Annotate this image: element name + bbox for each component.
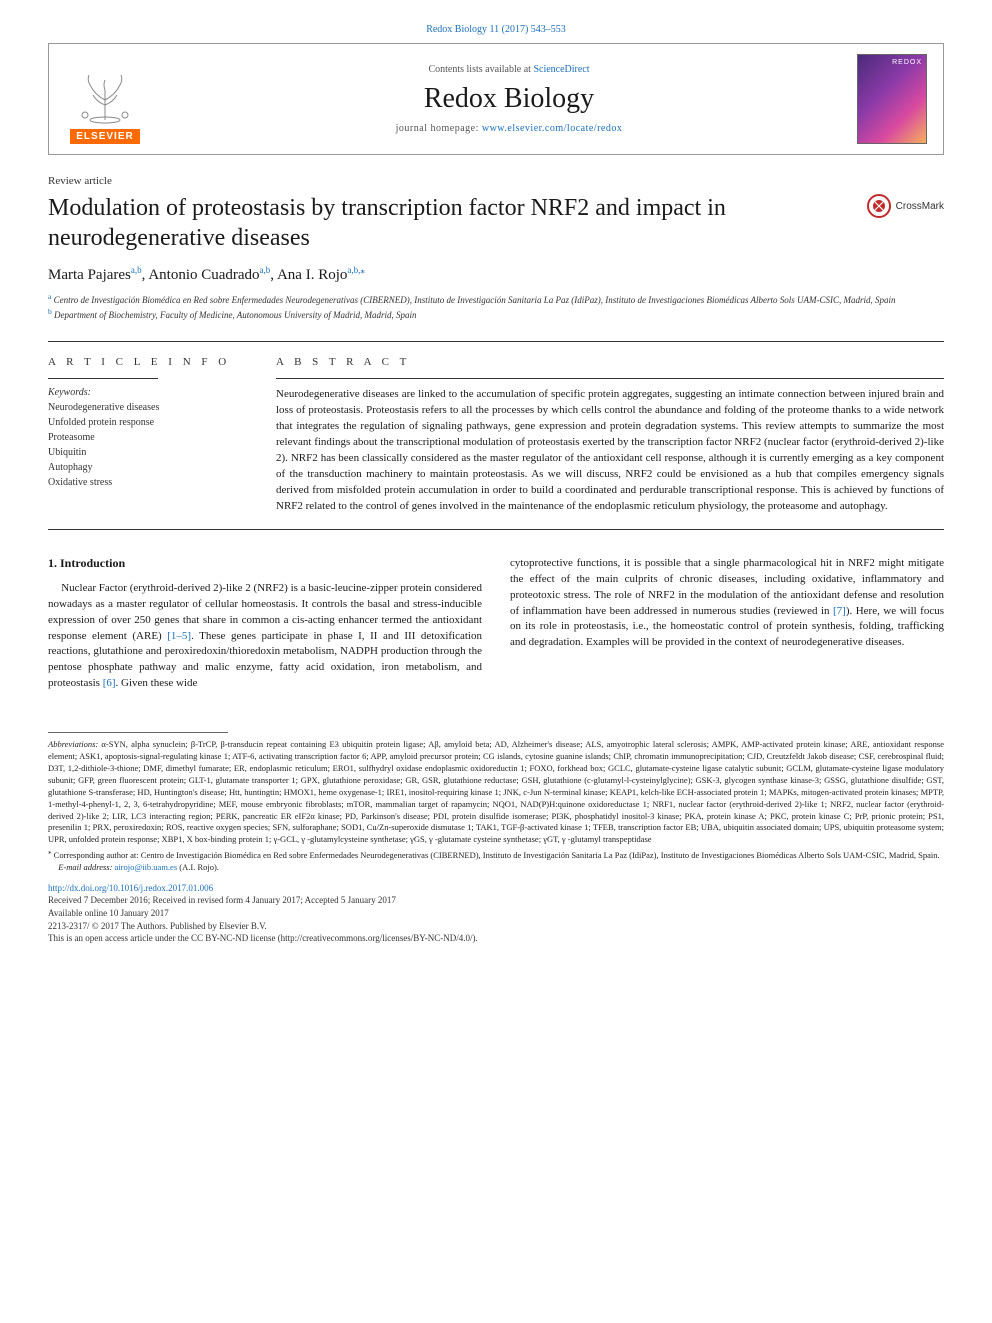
- top-citation: Redox Biology 11 (2017) 543–553: [48, 24, 944, 35]
- keywords-label: Keywords:: [48, 387, 248, 398]
- rule-bottom: [48, 529, 944, 530]
- email-label: E-mail address:: [58, 862, 114, 872]
- rule-top: [48, 341, 944, 342]
- body-left-column: 1. Introduction Nuclear Factor (erythroi…: [48, 556, 482, 693]
- body-right-column: cytoprotective functions, it is possible…: [510, 556, 944, 693]
- intro-paragraph-right: cytoprotective functions, it is possible…: [510, 556, 944, 652]
- info-rule: [48, 378, 158, 379]
- doi-link[interactable]: http://dx.doi.org/10.1016/j.redox.2017.0…: [48, 883, 213, 893]
- crossmark-badge[interactable]: CrossMark: [866, 193, 944, 219]
- body-columns: 1. Introduction Nuclear Factor (erythroi…: [48, 556, 944, 693]
- abstract-column: A B S T R A C T Neurodegenerative diseas…: [276, 356, 944, 515]
- section-1-heading: 1. Introduction: [48, 556, 482, 571]
- title-row: Modulation of proteostasis by transcript…: [48, 193, 944, 253]
- abstract-header: A B S T R A C T: [276, 356, 944, 368]
- authors: Marta Pajaresa,b, Antonio Cuadradoa,b, A…: [48, 265, 944, 284]
- abbrev-label: Abbreviations:: [48, 739, 98, 749]
- article-info-column: A R T I C L E I N F O Keywords: Neurodeg…: [48, 356, 248, 515]
- contents-prefix: Contents lists available at: [428, 64, 533, 75]
- publisher-name: ELSEVIER: [70, 129, 139, 144]
- email-link[interactable]: airojo@iib.uam.es: [115, 862, 178, 872]
- article-title: Modulation of proteostasis by transcript…: [48, 193, 846, 253]
- copyright-line: 2213-2317/ © 2017 The Authors. Published…: [48, 920, 944, 933]
- abbrev-text: α-SYN, alpha synuclein; β-TrCP, β-transd…: [48, 739, 944, 844]
- header-center: Contents lists available at ScienceDirec…: [161, 64, 857, 134]
- journal-cover-label: REDOX: [892, 59, 922, 66]
- homepage-line: journal homepage: www.elsevier.com/locat…: [161, 123, 857, 134]
- footer-meta: http://dx.doi.org/10.1016/j.redox.2017.0…: [48, 882, 944, 945]
- abstract-rule: [276, 378, 944, 379]
- corresponding-footnote: ⁎ Corresponding author at: Centro de Inv…: [48, 848, 944, 862]
- citation-link[interactable]: Redox Biology 11 (2017) 543–553: [426, 24, 566, 35]
- email-suffix: (A.I. Rojo).: [177, 862, 219, 872]
- journal-header: ELSEVIER Contents lists available at Sci…: [48, 43, 944, 155]
- affiliations: a Centro de Investigación Biomédica en R…: [48, 292, 944, 321]
- footnote-rule: [48, 732, 228, 733]
- corresp-text: Corresponding author at: Centro de Inves…: [52, 850, 940, 860]
- online-line: Available online 10 January 2017: [48, 907, 944, 920]
- contents-line: Contents lists available at ScienceDirec…: [161, 64, 857, 75]
- email-footnote: E-mail address: airojo@iib.uam.es (A.I. …: [48, 862, 944, 874]
- license-line: This is an open access article under the…: [48, 932, 944, 945]
- info-abstract-row: A R T I C L E I N F O Keywords: Neurodeg…: [48, 356, 944, 515]
- intro-paragraph-left: Nuclear Factor (erythroid-derived 2)-lik…: [48, 581, 482, 693]
- keywords-list: Neurodegenerative diseasesUnfolded prote…: [48, 400, 248, 490]
- sciencedirect-link[interactable]: ScienceDirect: [533, 64, 589, 75]
- abbreviations-footnote: Abbreviations: α-SYN, alpha synuclein; β…: [48, 739, 944, 846]
- homepage-link[interactable]: www.elsevier.com/locate/redox: [482, 123, 622, 134]
- received-line: Received 7 December 2016; Received in re…: [48, 894, 944, 907]
- publisher-logo: ELSEVIER: [65, 54, 145, 144]
- abstract-text: Neurodegenerative diseases are linked to…: [276, 387, 944, 515]
- info-header: A R T I C L E I N F O: [48, 356, 248, 368]
- journal-cover: REDOX: [857, 54, 927, 144]
- homepage-prefix: journal homepage:: [396, 123, 482, 134]
- crossmark-icon: [866, 193, 892, 219]
- elsevier-tree-icon: [75, 70, 135, 125]
- journal-name: Redox Biology: [161, 83, 857, 115]
- crossmark-label: CrossMark: [896, 201, 944, 212]
- article-type: Review article: [48, 175, 944, 187]
